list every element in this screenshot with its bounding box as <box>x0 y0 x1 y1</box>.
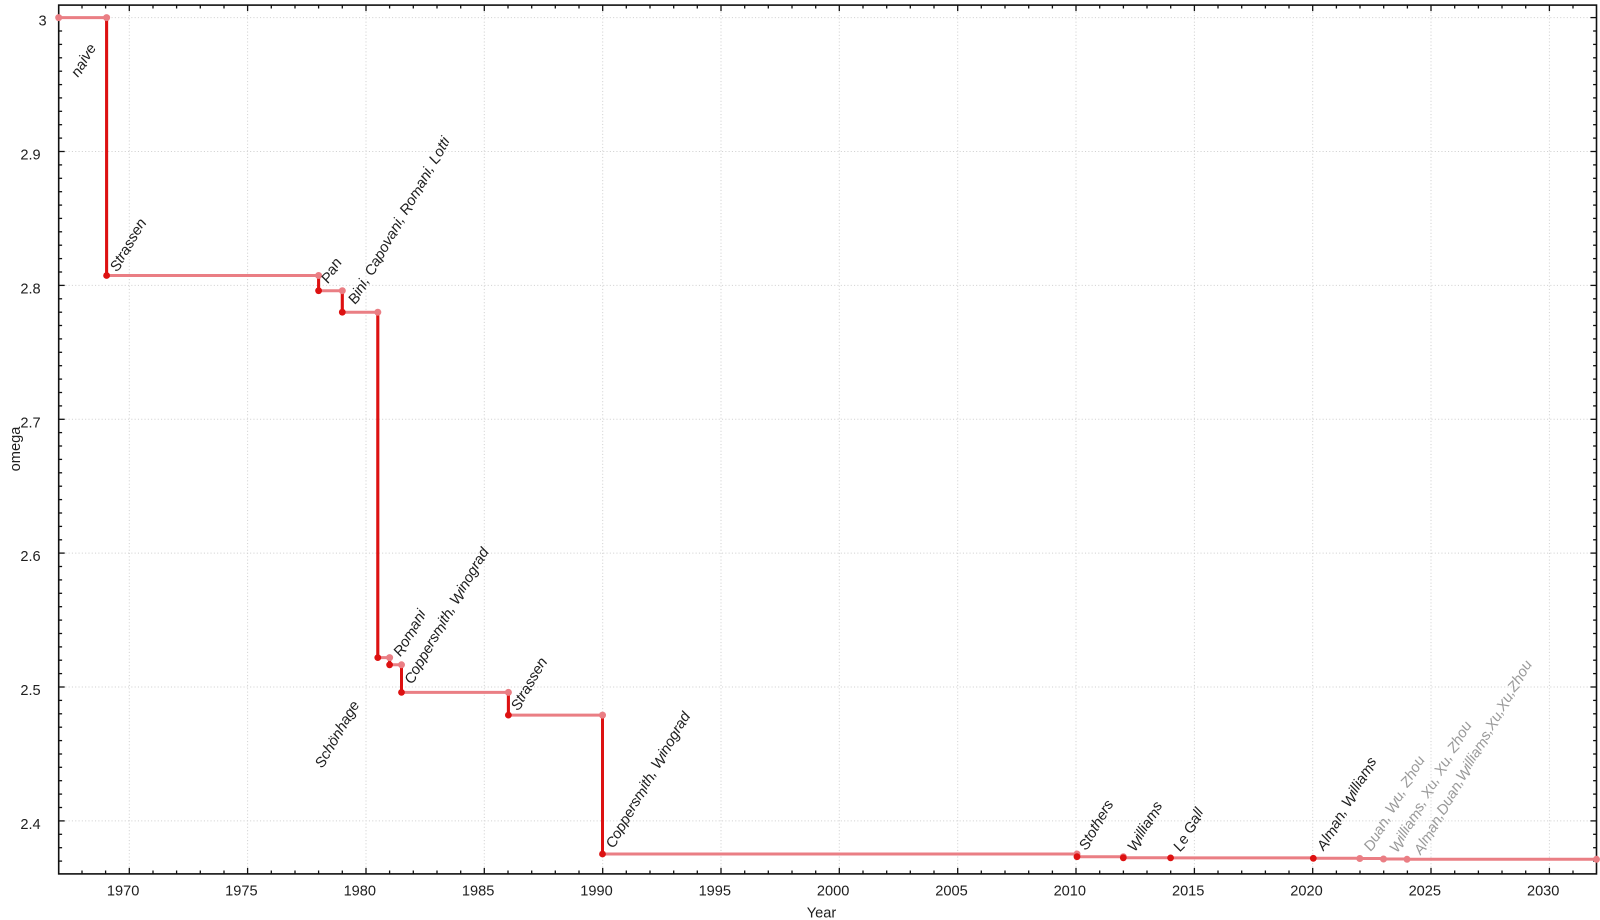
svg-text:omega: omega <box>8 426 24 472</box>
svg-text:1970: 1970 <box>107 884 139 900</box>
svg-text:2030: 2030 <box>1527 884 1559 900</box>
svg-text:Pan: Pan <box>319 255 345 288</box>
svg-text:1975: 1975 <box>225 884 257 900</box>
svg-text:naive: naive <box>69 41 100 81</box>
svg-text:3: 3 <box>38 14 46 30</box>
svg-text:2010: 2010 <box>1054 884 1086 900</box>
svg-text:Bini, Capovani, Romani, Lotti: Bini, Capovani, Romani, Lotti <box>346 133 453 308</box>
svg-text:Williams: Williams <box>1126 798 1166 856</box>
svg-text:2.7: 2.7 <box>20 415 40 431</box>
svg-text:2.9: 2.9 <box>20 148 40 164</box>
svg-text:Strassen: Strassen <box>509 654 551 714</box>
svg-text:2005: 2005 <box>935 884 967 900</box>
svg-text:2.6: 2.6 <box>20 549 40 565</box>
svg-text:Strassen: Strassen <box>108 215 150 275</box>
svg-text:2.8: 2.8 <box>20 282 40 298</box>
svg-text:Schönhage: Schönhage <box>313 697 363 771</box>
svg-text:Year: Year <box>807 906 837 920</box>
svg-text:Alman,Duan,Williams,Xu,Xu,Zhou: Alman,Duan,Williams,Xu,Xu,Zhou <box>1412 657 1536 859</box>
svg-text:1995: 1995 <box>699 884 731 900</box>
svg-text:Stothers: Stothers <box>1077 797 1117 855</box>
svg-text:2000: 2000 <box>817 884 849 900</box>
svg-text:1990: 1990 <box>580 884 612 900</box>
svg-text:2020: 2020 <box>1290 884 1322 900</box>
svg-text:1985: 1985 <box>462 884 494 900</box>
svg-text:Coppersmith, Winograd: Coppersmith, Winograd <box>603 708 693 852</box>
svg-text:1980: 1980 <box>344 884 376 900</box>
svg-text:Le Gall: Le Gall <box>1171 804 1206 855</box>
svg-text:2015: 2015 <box>1172 884 1204 900</box>
svg-text:2.5: 2.5 <box>20 683 40 699</box>
svg-text:2025: 2025 <box>1409 884 1441 900</box>
svg-text:2.4: 2.4 <box>20 817 40 833</box>
